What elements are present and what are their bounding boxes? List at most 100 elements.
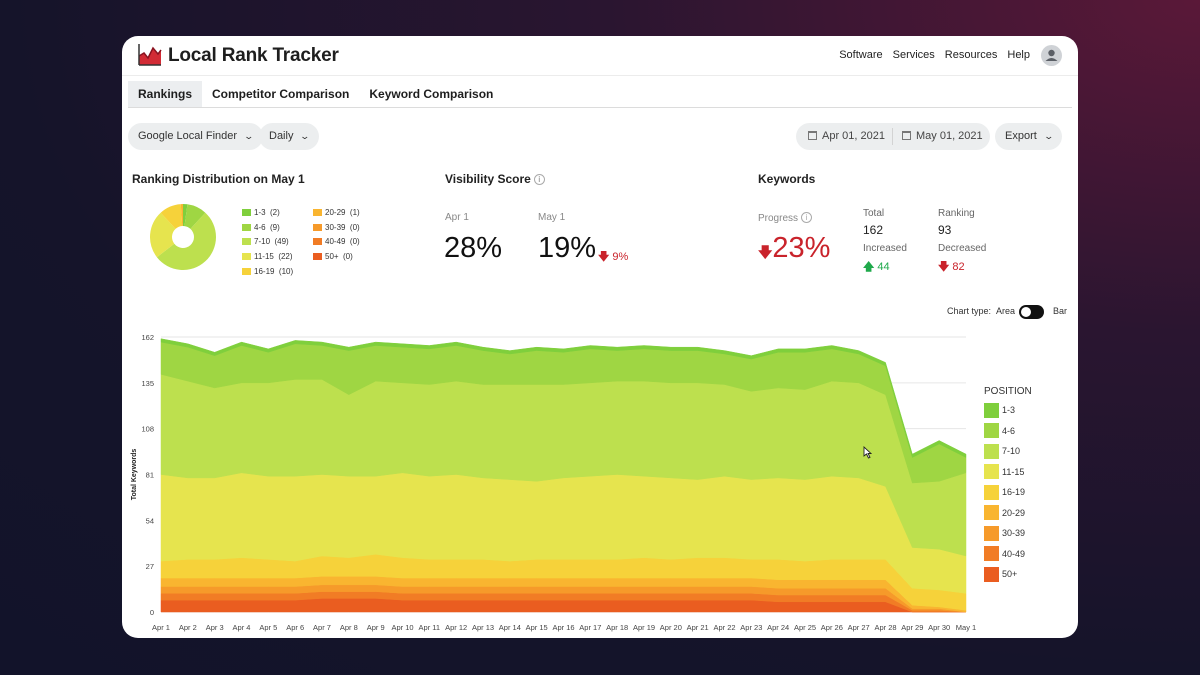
position-legend-title: POSITION [984,386,1032,397]
arrow-down-icon: 🡇 [758,244,773,260]
app-window: Local Rank Tracker Software Services Res… [122,36,1078,638]
apr-label: Apr 1 [445,212,469,223]
x-tick-label: Apr 19 [633,623,655,632]
top-nav: Software Services Resources Help [839,49,1030,61]
legend-label: 50+ [1002,569,1018,580]
position-legend-item: 30-39 [984,523,1025,544]
distribution-legend-item: 20-29 (1) [313,205,360,220]
x-tick-label: Apr 11 [419,623,441,632]
position-legend-item: 4-6 [984,421,1025,442]
export-label: Export [1005,130,1037,142]
donut-slice [160,204,183,229]
x-tick-label: Apr 18 [606,623,628,632]
info-icon[interactable]: i [801,212,813,223]
y-tick-label: 162 [141,333,154,342]
x-tick-label: Apr 3 [206,623,224,632]
tab-competitor-comparison[interactable]: Competitor Comparison [212,87,350,101]
x-tick-label: Apr 28 [874,623,896,632]
progress-label: Progress i [758,212,813,224]
position-legend-item: 11-15 [984,462,1025,483]
ranking-area-chart: 0 27 54 81 108 135 162 Apr 1 Apr 2 Apr 3 Apr 4 Apr … [131,333,976,632]
x-tick-label: Apr 7 [313,623,331,632]
visibility-title-text: Visibility Score [445,172,531,186]
distribution-legend-item: 1-3 (2) [242,205,293,220]
legend-label: 20-29 [1002,507,1026,518]
apr-visibility: 28% [444,232,503,264]
legend-swatch [242,252,251,260]
info-icon[interactable]: i [533,174,545,185]
position-legend-item: 7-10 [984,441,1025,462]
visibility-change: 🡇 9% [598,248,628,267]
legend-swatch [984,423,999,439]
position-legend-item: 1-3 [984,400,1025,421]
legend-swatch [242,267,251,275]
legend-label: 7-10 (49) [254,237,289,247]
x-tick-label: Apr 12 [445,623,467,632]
tab-rankings[interactable]: Rankings [128,81,203,107]
legend-label: 1-3 (2) [254,207,280,217]
user-icon [1045,49,1058,61]
position-legend-item: 50+ [984,564,1025,585]
y-tick-label: 27 [146,562,154,571]
legend-swatch [313,208,322,216]
legend-swatch [242,238,251,246]
chart-type-toggle[interactable] [1019,305,1044,319]
legend-swatch [313,252,322,260]
legend-swatch [242,208,251,216]
increased-label: Increased [863,243,907,254]
x-tick-label: Apr 30 [928,623,950,632]
donut-slice [184,204,206,229]
distribution-legend-item: 50+ (0) [313,249,360,264]
legend-label: 7-10 [1002,446,1021,457]
legend-label: 40-49 [1002,548,1026,559]
chart-type-bar[interactable]: Bar [1053,306,1068,316]
x-tick-label: Apr 16 [552,623,574,632]
x-tick-label: Apr 8 [340,623,358,632]
x-tick-label: Apr 20 [660,623,682,632]
position-legend-item: 40-49 [984,544,1025,565]
interval-select-label: Daily [269,130,294,142]
x-tick-label: Apr 27 [848,623,870,632]
x-tick-label: Apr 4 [233,623,251,632]
y-tick-label: 54 [146,516,154,525]
nav-software[interactable]: Software [839,49,883,61]
visibility-title: Visibility Score i [445,172,545,186]
legend-swatch [984,525,999,541]
tab-keyword-comparison[interactable]: Keyword Comparison [369,87,494,101]
date-range-picker[interactable]: Apr 01, 2021 May 01, 2021 [796,123,990,150]
source-select-label: Google Local Finder [138,130,238,142]
nav-services[interactable]: Services [892,49,935,61]
legend-swatch [984,402,999,418]
date-to-text: May 01, 2021 [916,130,983,142]
date-to[interactable]: May 01, 2021 [902,130,983,142]
chart-logo-icon [138,44,162,66]
x-tick-label: Apr 21 [687,623,709,632]
position-legend-item: 16-19 [984,482,1025,503]
distribution-legend-left: 1-3 (2) 4-6 (9) 7-10 (49) 11-15 (22) 16-19 (… [242,205,293,278]
distribution-legend-item: 4-6 (9) [242,220,293,235]
legend-label: 11-15 [1002,466,1025,477]
legend-label: 4-6 (9) [254,222,280,232]
interval-select[interactable]: Daily ⌄ [259,123,319,150]
date-from[interactable]: Apr 01, 2021 [808,130,885,142]
nav-resources[interactable]: Resources [944,49,998,61]
legend-label: 11-15 (22) [254,251,293,261]
avatar[interactable] [1041,45,1062,66]
export-button[interactable]: Export ⌄ [995,123,1063,150]
calendar-icon [808,131,817,140]
position-legend-item: 20-29 [984,503,1025,524]
legend-label: 40-49 (0) [325,237,360,247]
y-tick-label: 135 [141,379,154,388]
app-title: Local Rank Tracker [168,45,339,66]
x-tick-label: Apr 9 [367,623,385,632]
legend-swatch [984,546,999,562]
y-tick-label: 0 [150,608,154,617]
x-tick-label: Apr 1 [152,623,170,632]
legend-label: 20-29 (1) [325,207,360,217]
legend-label: 30-39 [1002,528,1026,539]
nav-help[interactable]: Help [1007,49,1030,61]
distribution-legend-item: 11-15 (22) [242,249,293,264]
keywords-title: Keywords [758,172,816,186]
chart-type-area[interactable]: Area [996,306,1016,316]
source-select[interactable]: Google Local Finder ⌄ [128,123,263,150]
